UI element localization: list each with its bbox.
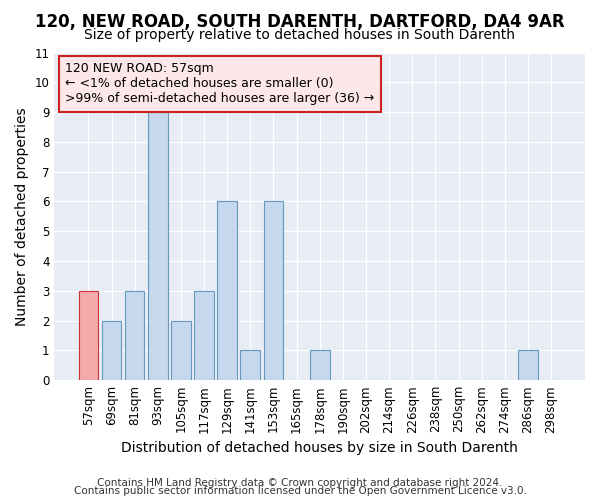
Bar bbox=[217, 202, 237, 380]
Text: 120, NEW ROAD, SOUTH DARENTH, DARTFORD, DA4 9AR: 120, NEW ROAD, SOUTH DARENTH, DARTFORD, … bbox=[35, 12, 565, 30]
Bar bbox=[79, 291, 98, 380]
Y-axis label: Number of detached properties: Number of detached properties bbox=[15, 107, 29, 326]
Bar bbox=[518, 350, 538, 380]
Text: Contains public sector information licensed under the Open Government Licence v3: Contains public sector information licen… bbox=[74, 486, 526, 496]
Bar bbox=[194, 291, 214, 380]
Bar bbox=[148, 112, 167, 380]
X-axis label: Distribution of detached houses by size in South Darenth: Distribution of detached houses by size … bbox=[121, 441, 518, 455]
Text: Contains HM Land Registry data © Crown copyright and database right 2024.: Contains HM Land Registry data © Crown c… bbox=[97, 478, 503, 488]
Bar bbox=[310, 350, 329, 380]
Bar bbox=[101, 320, 121, 380]
Bar bbox=[125, 291, 145, 380]
Bar bbox=[171, 320, 191, 380]
Bar bbox=[263, 202, 283, 380]
Bar bbox=[241, 350, 260, 380]
Text: Size of property relative to detached houses in South Darenth: Size of property relative to detached ho… bbox=[85, 28, 515, 42]
Text: 120 NEW ROAD: 57sqm
← <1% of detached houses are smaller (0)
>99% of semi-detach: 120 NEW ROAD: 57sqm ← <1% of detached ho… bbox=[65, 62, 374, 106]
